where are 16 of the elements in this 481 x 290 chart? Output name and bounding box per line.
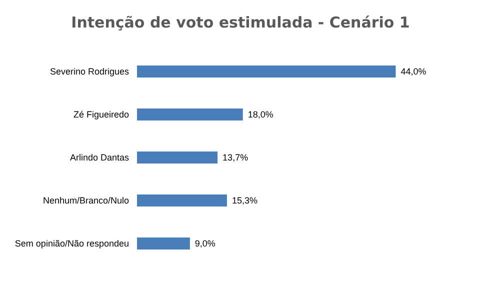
bar	[137, 238, 190, 250]
bar	[137, 108, 243, 120]
chart-title: Intenção de voto estimulada - Cenário 1	[71, 14, 410, 32]
y-tick-label: Severino Rodrigues	[50, 66, 130, 76]
bar	[137, 194, 227, 206]
data-label: 9,0%	[194, 238, 216, 248]
data-label: 15,3%	[232, 196, 258, 206]
y-tick-label: Sem opinião/Não respondeu	[14, 238, 129, 248]
y-tick-label: Nenhum/Branco/Nulo	[42, 196, 129, 206]
y-tick-label: Arlindo Dantas	[70, 152, 130, 162]
data-label: 18,0%	[248, 110, 274, 120]
data-label: 44,0%	[400, 66, 426, 76]
bar	[137, 66, 396, 78]
y-tick-label: Zé Figueiredo	[73, 110, 129, 120]
bar	[137, 152, 218, 164]
data-label: 13,7%	[222, 152, 248, 162]
